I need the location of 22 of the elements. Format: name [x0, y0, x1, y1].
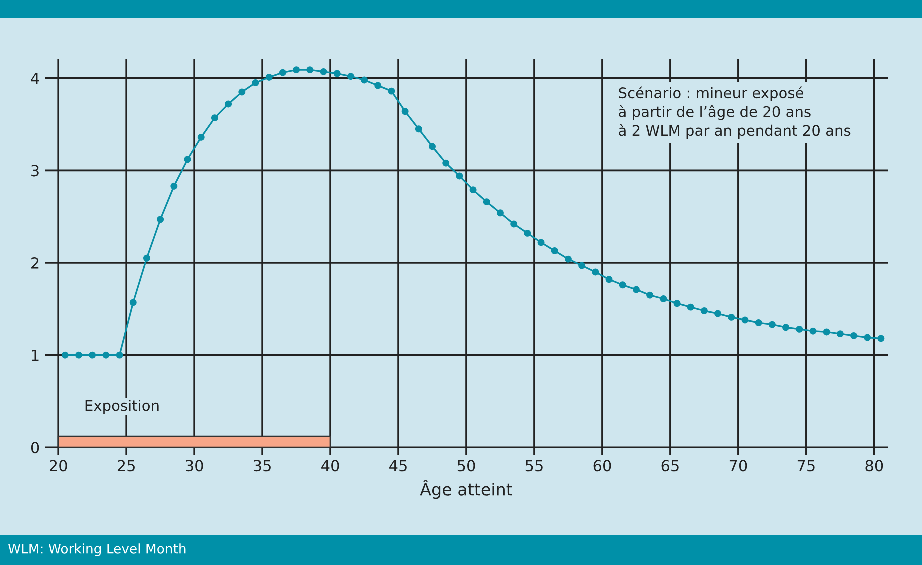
x-tick-label: 50 [458, 460, 476, 472]
x-tick-label: 75 [798, 460, 815, 472]
x-tick-label: 40 [322, 460, 340, 472]
y-tick-label: 4 [31, 73, 40, 84]
x-tick-label: 20 [50, 460, 68, 472]
y-tick-label: 1 [32, 350, 39, 362]
x-axis-title: Âge atteint [420, 480, 512, 500]
annotation: Scénario : mineur exposé à partir de l’âge de 20 ans à 2 WLM par an pendant 20 ans [619, 86, 851, 139]
y-tick-label: 2 [32, 257, 39, 269]
x-tick-label: 30 [186, 460, 204, 472]
x-tick-label: 25 [118, 460, 135, 472]
x-tick-label: 35 [254, 460, 271, 472]
x-tick-label: 70 [730, 460, 748, 472]
x-tick-label: 65 [662, 460, 679, 472]
x-tick-label: 80 [866, 460, 884, 472]
text: WLM: Working Level Month [8, 544, 186, 556]
y-tick-label: 3 [32, 165, 39, 177]
series-label: Exposition [86, 400, 159, 414]
x-tick-label: 55 [526, 460, 543, 472]
x-tick-label: 45 [390, 460, 407, 472]
x-tick-label: 60 [594, 460, 612, 472]
y-tick-label: 0 [31, 442, 40, 454]
